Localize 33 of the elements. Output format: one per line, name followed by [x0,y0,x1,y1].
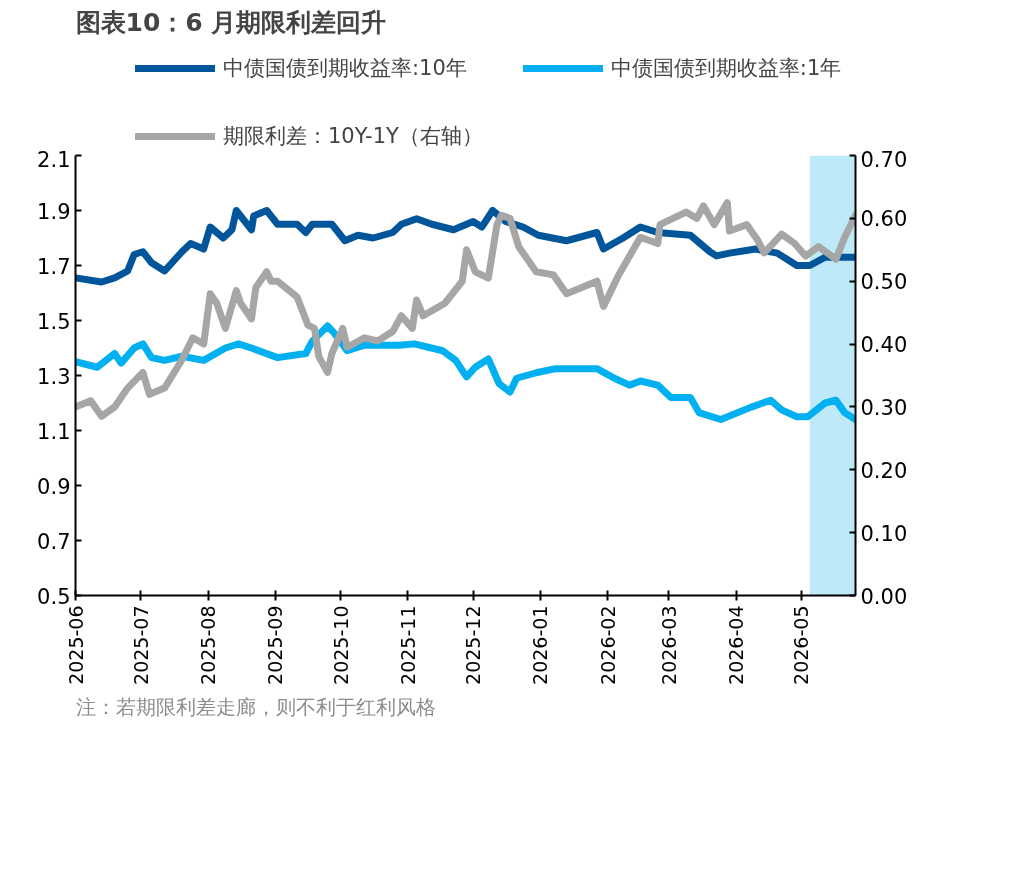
legend-label: 中债国债到期收益率:1年 [610,55,842,82]
x-tick-label: 2025-09 [264,605,287,685]
y-tick-label: 0.7 [37,529,71,554]
x-tick-label: 2025-12 [462,605,485,685]
y-tick-label: 1.3 [37,364,71,389]
y2-tick-label: 0.00 [860,584,908,609]
x-tick-label: 2026-03 [657,605,680,685]
chart-title: 图表10：6 月期限利差回升 [75,7,387,37]
legend-label: 期限利差：10Y-1Y（右轴） [223,123,483,150]
x-tick-label: 2025-10 [329,605,352,685]
y-tick-label: 1.5 [37,309,71,334]
y2-tick-label: 0.20 [860,458,908,483]
y-tick-label: 2.1 [37,147,71,172]
y-tick-label: 1.7 [37,254,71,279]
x-tick-label: 2026-01 [529,605,552,685]
y-tick-label: 0.9 [37,474,71,499]
x-tick-label: 2025-08 [197,605,220,685]
y2-tick-label: 0.40 [860,333,908,358]
x-tick-label: 2025-06 [64,605,87,685]
x-tick-label: 2026-04 [725,605,747,685]
y2-tick-label: 0.50 [860,270,908,295]
x-tick-label: 2025-11 [396,605,419,685]
y2-tick-label: 0.60 [860,207,908,232]
y-tick-label: 1.9 [37,199,71,224]
legend-label: 中债国债到期收益率:10年 [223,55,467,82]
text: 注：若期限利差走廊，则不利于红利风格 [75,694,436,719]
y2-tick-label: 0.10 [860,521,908,546]
x-tick-label: 2026-02 [596,605,619,685]
x-tick-label: 2026-05 [790,605,813,685]
y2-tick-label: 0.30 [860,395,908,420]
y2-tick-label: 0.70 [860,147,908,172]
x-tick-label: 2025-07 [129,605,152,685]
y-tick-label: 1.1 [37,419,71,444]
